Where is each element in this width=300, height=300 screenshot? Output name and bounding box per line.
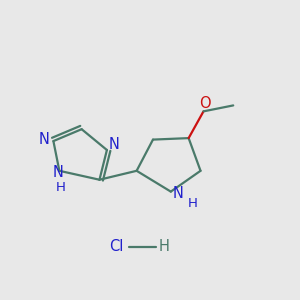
Text: N: N: [39, 132, 50, 147]
Text: H: H: [159, 239, 170, 254]
Text: N: N: [109, 137, 120, 152]
Text: H: H: [188, 197, 198, 210]
Text: O: O: [199, 96, 211, 111]
Text: Cl: Cl: [109, 239, 123, 254]
Text: H: H: [56, 181, 66, 194]
Text: N: N: [173, 186, 184, 201]
Text: N: N: [52, 165, 63, 180]
